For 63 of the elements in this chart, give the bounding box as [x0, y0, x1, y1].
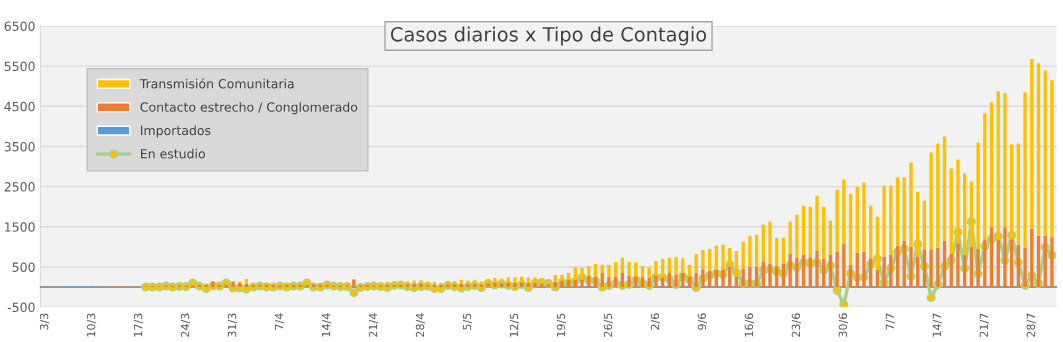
x-tick-label: 26/5 — [603, 313, 614, 337]
y-tick-label: 2500 — [4, 182, 35, 192]
y-tick-label: 1500 — [5, 222, 35, 232]
legend-label: En estudio — [141, 148, 205, 159]
bar — [694, 253, 698, 273]
bar — [922, 249, 927, 288]
x-tick-label: 14/7 — [932, 313, 942, 337]
x-tick-label: 31/3 — [227, 313, 238, 337]
bar — [929, 249, 933, 288]
y-tick-label: 3500 — [4, 141, 35, 152]
x-tick-label: 23/6 — [791, 313, 801, 337]
bar — [1003, 93, 1007, 228]
x-tick-label: 30/6 — [838, 313, 848, 337]
legend-label: Importados — [141, 125, 211, 138]
x-tick-label: 10/3 — [86, 313, 97, 337]
x-tick-label: 7/4 — [274, 313, 285, 330]
bar — [754, 234, 759, 267]
bar — [795, 214, 799, 258]
legend-label: Contacto estrecho / Conglomerado — [140, 102, 358, 115]
x-tick-label: 2/6 — [650, 313, 660, 330]
bar — [459, 279, 463, 284]
bar — [842, 179, 846, 244]
x-tick-label: 24/3 — [180, 313, 191, 337]
legend-label: Transmisión Comunitaria — [139, 78, 294, 89]
y-tick-label: 6500 — [4, 21, 35, 31]
bar — [956, 243, 960, 288]
bar — [842, 243, 846, 288]
x-tick-label: 12/5 — [509, 313, 520, 337]
bar — [627, 261, 631, 276]
bar — [862, 182, 866, 252]
y-tick-label: 4500 — [4, 101, 35, 112]
bar — [1036, 63, 1041, 236]
x-tick-label: 28/7 — [1026, 313, 1036, 337]
bar — [835, 189, 839, 252]
bar — [788, 221, 792, 254]
y-tick-label: 500 — [12, 262, 35, 272]
bar — [929, 152, 933, 250]
x-tick-label: 19/5 — [556, 313, 567, 337]
x-tick-label: 5/5 — [462, 313, 473, 330]
bar — [607, 264, 611, 277]
x-tick-label: 17/3 — [133, 313, 144, 337]
bar — [701, 249, 705, 270]
bar — [1043, 70, 1047, 236]
bar — [815, 195, 819, 251]
bar — [748, 235, 752, 267]
x-tick-label: 14/4 — [321, 313, 332, 337]
bar — [1023, 92, 1027, 249]
x-tick-label: 21/7 — [979, 313, 989, 337]
y-tick-label: 5500 — [4, 61, 35, 72]
x-tick-label: 9/6 — [697, 313, 707, 330]
x-tick-label: 3/3 — [39, 313, 50, 330]
x-tick-label: 28/4 — [415, 313, 426, 337]
bar — [741, 241, 745, 269]
bar — [936, 143, 940, 248]
bar — [989, 227, 994, 288]
bar — [1050, 80, 1054, 238]
bar — [1030, 59, 1034, 229]
x-tick-label: 16/6 — [744, 313, 754, 337]
bar — [942, 136, 947, 241]
x-tick-label: 21/4 — [368, 313, 379, 337]
y-tick-label: -500 — [7, 302, 35, 313]
x-tick-label: 7/7 — [885, 313, 895, 330]
chart-title: Casos diarios x Tipo de Contagio — [390, 26, 707, 46]
